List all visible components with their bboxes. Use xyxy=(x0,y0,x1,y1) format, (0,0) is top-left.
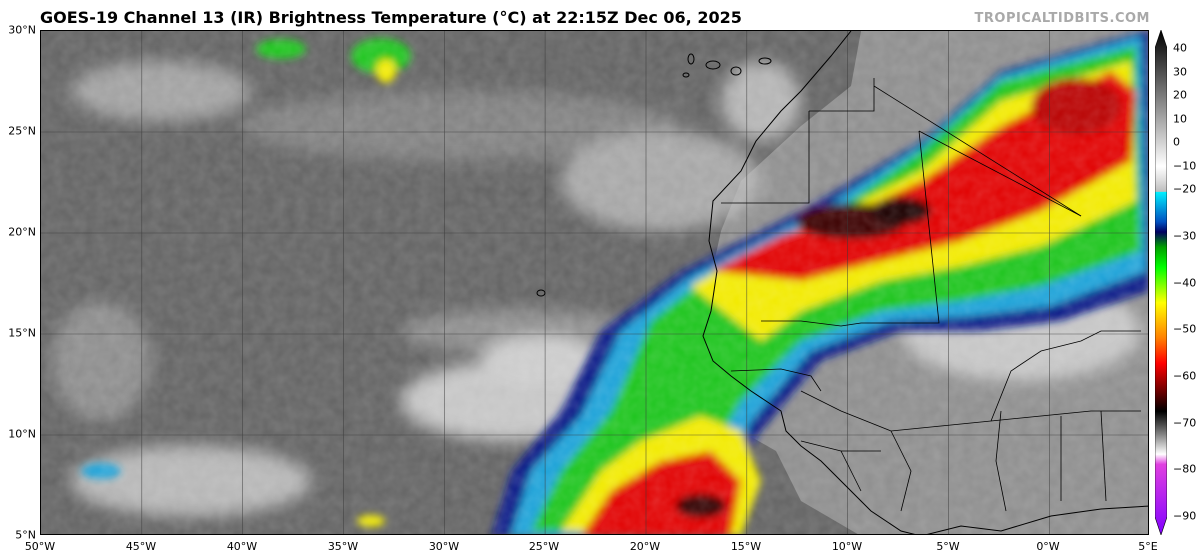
lon-label-5w: 5°W xyxy=(936,540,960,553)
graticule xyxy=(41,31,1148,534)
cbar-tick-m70: −70 xyxy=(1173,416,1197,430)
lon-label-0w: 0°W xyxy=(1036,540,1060,553)
cbar-tick-m10: −10 xyxy=(1173,159,1197,173)
cbar-tick-m60: −60 xyxy=(1173,369,1197,383)
lon-label-35w: 35°W xyxy=(327,540,359,553)
cbar-tick-m30: −30 xyxy=(1173,229,1197,243)
cbar-tick-30: 30 xyxy=(1173,65,1187,79)
colorbar xyxy=(1154,29,1168,536)
cbar-tick-m90: −90 xyxy=(1173,509,1197,523)
cbar-tick-40: 40 xyxy=(1173,41,1187,55)
lon-label-40w: 40°W xyxy=(226,540,258,553)
cbar-tick-m20: −20 xyxy=(1173,182,1197,196)
lon-label-20w: 20°W xyxy=(629,540,661,553)
cbar-tick-m80: −80 xyxy=(1173,462,1197,476)
lat-label-10n: 10°N xyxy=(8,427,36,441)
lon-label-30w: 30°W xyxy=(428,540,460,553)
satellite-map xyxy=(40,30,1149,535)
country-borders xyxy=(721,78,1141,512)
cbar-tick-0: 0 xyxy=(1173,135,1180,149)
lon-label-5e: 5°E xyxy=(1138,540,1158,553)
lat-label-5n: 5°N xyxy=(15,528,36,542)
cbar-tick-10: 10 xyxy=(1173,112,1187,126)
lon-label-45w: 45°W xyxy=(125,540,157,553)
canary-islands xyxy=(536,53,772,297)
map-title: GOES-19 Channel 13 (IR) Brightness Tempe… xyxy=(40,8,742,27)
lon-label-10w: 10°W xyxy=(831,540,863,553)
cbar-tick-20: 20 xyxy=(1173,88,1187,102)
credit-label: TROPICALTIDBITS.COM xyxy=(974,11,1150,26)
cbar-tick-m50: −50 xyxy=(1173,322,1197,336)
lat-label-20n: 20°N xyxy=(8,225,36,239)
lon-label-15w: 15°W xyxy=(730,540,762,553)
lat-label-30n: 30°N xyxy=(8,23,36,37)
lon-label-50w: 50°W xyxy=(24,540,56,553)
lat-label-25n: 25°N xyxy=(8,124,36,138)
lon-label-25w: 25°W xyxy=(528,540,560,553)
coastlines xyxy=(702,31,1148,534)
cbar-tick-m40: −40 xyxy=(1173,276,1197,290)
lat-label-15n: 15°N xyxy=(8,326,36,340)
